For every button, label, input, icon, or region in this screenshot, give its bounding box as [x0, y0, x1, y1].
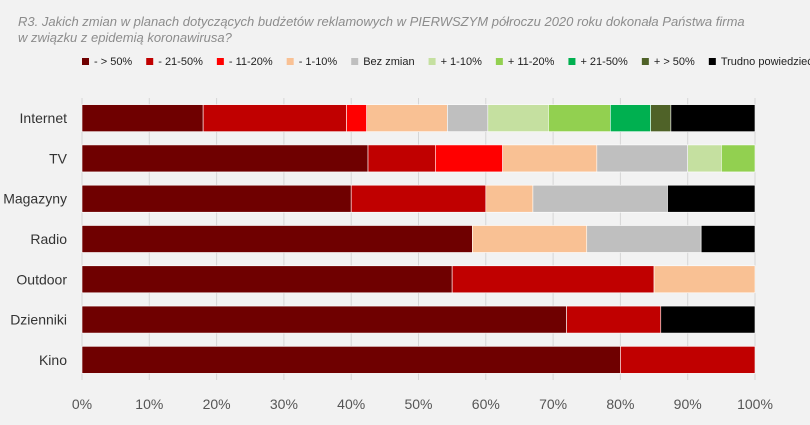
category-label: TV [49, 150, 68, 166]
bar-segment [435, 144, 503, 173]
bar-segment [650, 104, 672, 132]
bar-segment [548, 104, 611, 132]
bar-segment [81, 184, 352, 213]
bar-segment [596, 144, 688, 173]
bar-segment [667, 184, 756, 213]
legend-swatch [495, 58, 503, 65]
legend-label: - 11-20% [229, 56, 273, 68]
bar-segment [81, 144, 369, 173]
bar-segment [566, 305, 662, 334]
bar-segment [660, 305, 756, 334]
bar-segment [472, 225, 588, 253]
legend-item: + > 50% [641, 56, 695, 68]
legend-label: + > 50% [654, 56, 695, 68]
x-tick-label: 80% [606, 396, 634, 412]
bar-segment [346, 104, 367, 132]
legend-label: - 21-50% [158, 56, 203, 68]
legend-swatch [641, 58, 649, 65]
x-tick-label: 70% [539, 396, 567, 412]
bar-segment [502, 144, 598, 173]
legend-swatch [216, 58, 224, 65]
category-label: Dzienniki [10, 312, 67, 328]
bar-segment [81, 346, 621, 374]
bar-segment [451, 265, 655, 294]
bar-segment [366, 104, 448, 132]
x-tick-label: 100% [737, 396, 773, 412]
bar-segment [81, 104, 204, 132]
chart-title: R3. Jakich zmian w planach dotyczących b… [18, 14, 778, 46]
chart-title-line1: R3. Jakich zmian w planach dotyczących b… [18, 14, 745, 29]
bar-segment [367, 144, 436, 173]
bar-segment [81, 265, 453, 294]
legend-item: - 21-50% [146, 56, 203, 68]
x-tick-label: 60% [472, 396, 500, 412]
bar-segment [721, 144, 756, 173]
legend-label: + 21-50% [580, 56, 628, 68]
legend-item: + 1-10% [428, 56, 482, 68]
legend-label: Bez zmian [363, 56, 414, 68]
x-tick-label: 50% [404, 396, 432, 412]
category-label: Kino [39, 352, 67, 368]
legend-swatch [146, 58, 154, 65]
bar-segment [487, 104, 549, 132]
category-label: Radio [30, 231, 67, 247]
legend-item: Bez zmian [351, 56, 415, 68]
chart-title-line2: w związku z epidemią koronawirusa? [18, 30, 232, 45]
legend-item: + 11-20% [495, 56, 555, 68]
legend-item: + 21-50% [568, 56, 628, 68]
bar-segment [586, 225, 702, 253]
bar-segment [653, 265, 756, 294]
bar-segment [610, 104, 651, 132]
category-label: Magazyny [3, 191, 67, 207]
legend-label: - > 50% [94, 56, 132, 68]
legend-swatch [82, 58, 89, 65]
x-tick-label: 40% [337, 396, 365, 412]
bar-segment [350, 184, 487, 213]
x-tick-label: 90% [674, 396, 702, 412]
legend-swatch [568, 58, 576, 65]
legend-item: - > 50% [82, 56, 132, 68]
legend-swatch [708, 58, 716, 65]
category-label: Outdoor [16, 271, 67, 287]
bar-segment [687, 144, 722, 173]
legend-label: - 1-10% [299, 56, 338, 68]
legend-label: + 1-10% [441, 56, 482, 68]
x-tick-label: 0% [72, 396, 92, 412]
legend-swatch [428, 58, 436, 65]
bar-segment [485, 184, 534, 213]
legend-label: + 11-20% [508, 56, 555, 68]
bar-segment [620, 346, 756, 374]
bar-segment [447, 104, 489, 132]
bar-segment [670, 104, 756, 132]
legend-item: - 11-20% [216, 56, 273, 68]
category-label: Internet [20, 110, 68, 126]
bar-segment [81, 305, 567, 334]
legend-item: Trudno powiedzieć [708, 56, 810, 68]
x-tick-label: 20% [203, 396, 231, 412]
legend-item: - 1-10% [286, 56, 338, 68]
bar-segment [81, 225, 473, 253]
bar-segment [202, 104, 347, 132]
bar-segment [700, 225, 756, 253]
bar-segment [532, 184, 668, 213]
x-tick-label: 30% [270, 396, 298, 412]
x-tick-label: 10% [135, 396, 163, 412]
legend-label: Trudno powiedzieć [721, 56, 810, 68]
legend-swatch [351, 58, 359, 65]
legend-swatch [286, 58, 294, 65]
